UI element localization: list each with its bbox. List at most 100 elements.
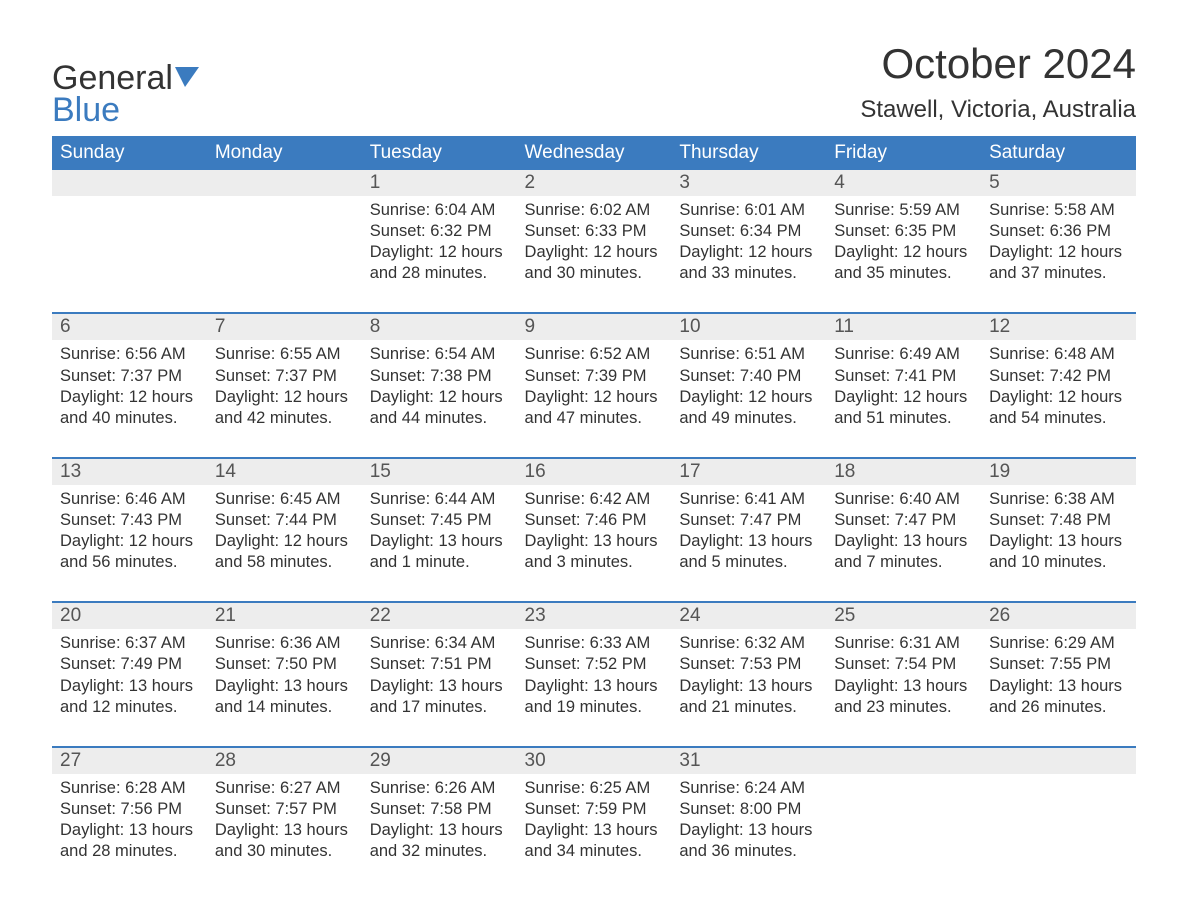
sunset-text: Sunset: 7:58 PM: [370, 799, 509, 820]
day-body: Sunrise: 6:45 AMSunset: 7:44 PMDaylight:…: [207, 485, 362, 573]
day-body: Sunrise: 6:34 AMSunset: 7:51 PMDaylight:…: [362, 629, 517, 717]
sunrise-text: Sunrise: 6:42 AM: [525, 489, 664, 510]
day-body: Sunrise: 6:46 AMSunset: 7:43 PMDaylight:…: [52, 485, 207, 573]
sunrise-text: Sunrise: 6:37 AM: [60, 633, 199, 654]
day-number: 25: [826, 603, 981, 629]
calendar-cell: 3Sunrise: 6:01 AMSunset: 6:34 PMDaylight…: [671, 170, 826, 313]
sunset-text: Sunset: 7:59 PM: [525, 799, 664, 820]
day-number: 9: [517, 314, 672, 340]
sunrise-text: Sunrise: 6:04 AM: [370, 200, 509, 221]
day-body: Sunrise: 6:54 AMSunset: 7:38 PMDaylight:…: [362, 340, 517, 428]
calendar-week-row: 1Sunrise: 6:04 AMSunset: 6:32 PMDaylight…: [52, 170, 1136, 313]
daylight-text: Daylight: 12 hours and 40 minutes.: [60, 387, 199, 429]
sunset-text: Sunset: 7:51 PM: [370, 654, 509, 675]
daylight-text: Daylight: 13 hours and 30 minutes.: [215, 820, 354, 862]
day-number: 29: [362, 748, 517, 774]
logo: General Blue: [52, 62, 203, 127]
day-number: 12: [981, 314, 1136, 340]
calendar-table: Sunday Monday Tuesday Wednesday Thursday…: [52, 136, 1136, 890]
daylight-text: Daylight: 13 hours and 23 minutes.: [834, 676, 973, 718]
daylight-text: Daylight: 12 hours and 56 minutes.: [60, 531, 199, 573]
day-number: 22: [362, 603, 517, 629]
sunrise-text: Sunrise: 6:56 AM: [60, 344, 199, 365]
sunrise-text: Sunrise: 6:38 AM: [989, 489, 1128, 510]
day-number: 21: [207, 603, 362, 629]
sunrise-text: Sunrise: 5:59 AM: [834, 200, 973, 221]
flag-icon: [175, 65, 203, 92]
sunrise-text: Sunrise: 6:31 AM: [834, 633, 973, 654]
day-body: [981, 774, 1136, 778]
daylight-text: Daylight: 12 hours and 54 minutes.: [989, 387, 1128, 429]
weekday-header: Saturday: [981, 136, 1136, 170]
day-body: Sunrise: 6:31 AMSunset: 7:54 PMDaylight:…: [826, 629, 981, 717]
sunrise-text: Sunrise: 6:45 AM: [215, 489, 354, 510]
day-number: 24: [671, 603, 826, 629]
day-number: 26: [981, 603, 1136, 629]
calendar-cell: 18Sunrise: 6:40 AMSunset: 7:47 PMDayligh…: [826, 458, 981, 602]
sunrise-text: Sunrise: 6:54 AM: [370, 344, 509, 365]
calendar-cell: 25Sunrise: 6:31 AMSunset: 7:54 PMDayligh…: [826, 602, 981, 746]
day-body: Sunrise: 6:42 AMSunset: 7:46 PMDaylight:…: [517, 485, 672, 573]
daylight-text: Daylight: 13 hours and 17 minutes.: [370, 676, 509, 718]
sunset-text: Sunset: 7:37 PM: [215, 366, 354, 387]
calendar-cell: 20Sunrise: 6:37 AMSunset: 7:49 PMDayligh…: [52, 602, 207, 746]
daylight-text: Daylight: 13 hours and 19 minutes.: [525, 676, 664, 718]
sunrise-text: Sunrise: 6:51 AM: [679, 344, 818, 365]
sunset-text: Sunset: 7:41 PM: [834, 366, 973, 387]
sunset-text: Sunset: 7:57 PM: [215, 799, 354, 820]
daylight-text: Daylight: 12 hours and 58 minutes.: [215, 531, 354, 573]
day-body: Sunrise: 6:44 AMSunset: 7:45 PMDaylight:…: [362, 485, 517, 573]
title-block: October 2024 Stawell, Victoria, Australi…: [860, 40, 1136, 132]
calendar-cell: [981, 747, 1136, 890]
sunset-text: Sunset: 7:48 PM: [989, 510, 1128, 531]
day-number: 8: [362, 314, 517, 340]
day-number: 19: [981, 459, 1136, 485]
sunset-text: Sunset: 7:45 PM: [370, 510, 509, 531]
daylight-text: Daylight: 13 hours and 21 minutes.: [679, 676, 818, 718]
weekday-header: Wednesday: [517, 136, 672, 170]
daylight-text: Daylight: 13 hours and 3 minutes.: [525, 531, 664, 573]
calendar-cell: 5Sunrise: 5:58 AMSunset: 6:36 PMDaylight…: [981, 170, 1136, 313]
day-body: Sunrise: 6:40 AMSunset: 7:47 PMDaylight:…: [826, 485, 981, 573]
calendar-week-row: 20Sunrise: 6:37 AMSunset: 7:49 PMDayligh…: [52, 602, 1136, 746]
logo-text-1: General: [52, 62, 173, 94]
daylight-text: Daylight: 12 hours and 49 minutes.: [679, 387, 818, 429]
daylight-text: Daylight: 12 hours and 30 minutes.: [525, 242, 664, 284]
sunset-text: Sunset: 7:54 PM: [834, 654, 973, 675]
calendar-cell: 29Sunrise: 6:26 AMSunset: 7:58 PMDayligh…: [362, 747, 517, 890]
month-title: October 2024: [860, 40, 1136, 88]
day-number: 10: [671, 314, 826, 340]
day-number: 11: [826, 314, 981, 340]
day-body: Sunrise: 6:38 AMSunset: 7:48 PMDaylight:…: [981, 485, 1136, 573]
day-number: [52, 170, 207, 196]
day-body: Sunrise: 6:24 AMSunset: 8:00 PMDaylight:…: [671, 774, 826, 862]
calendar-cell: 9Sunrise: 6:52 AMSunset: 7:39 PMDaylight…: [517, 313, 672, 457]
sunrise-text: Sunrise: 6:24 AM: [679, 778, 818, 799]
day-body: Sunrise: 6:55 AMSunset: 7:37 PMDaylight:…: [207, 340, 362, 428]
day-number: 15: [362, 459, 517, 485]
sunset-text: Sunset: 6:32 PM: [370, 221, 509, 242]
calendar-cell: 17Sunrise: 6:41 AMSunset: 7:47 PMDayligh…: [671, 458, 826, 602]
day-number: 27: [52, 748, 207, 774]
daylight-text: Daylight: 12 hours and 28 minutes.: [370, 242, 509, 284]
calendar-week-row: 6Sunrise: 6:56 AMSunset: 7:37 PMDaylight…: [52, 313, 1136, 457]
weekday-header: Thursday: [671, 136, 826, 170]
daylight-text: Daylight: 12 hours and 35 minutes.: [834, 242, 973, 284]
daylight-text: Daylight: 12 hours and 33 minutes.: [679, 242, 818, 284]
calendar-cell: 8Sunrise: 6:54 AMSunset: 7:38 PMDaylight…: [362, 313, 517, 457]
sunrise-text: Sunrise: 6:26 AM: [370, 778, 509, 799]
day-body: Sunrise: 6:02 AMSunset: 6:33 PMDaylight:…: [517, 196, 672, 284]
day-body: Sunrise: 6:04 AMSunset: 6:32 PMDaylight:…: [362, 196, 517, 284]
weekday-header: Friday: [826, 136, 981, 170]
daylight-text: Daylight: 13 hours and 36 minutes.: [679, 820, 818, 862]
calendar-cell: 26Sunrise: 6:29 AMSunset: 7:55 PMDayligh…: [981, 602, 1136, 746]
day-number: 30: [517, 748, 672, 774]
sunset-text: Sunset: 7:40 PM: [679, 366, 818, 387]
daylight-text: Daylight: 13 hours and 34 minutes.: [525, 820, 664, 862]
day-body: Sunrise: 5:59 AMSunset: 6:35 PMDaylight:…: [826, 196, 981, 284]
daylight-text: Daylight: 13 hours and 14 minutes.: [215, 676, 354, 718]
sunset-text: Sunset: 7:43 PM: [60, 510, 199, 531]
sunrise-text: Sunrise: 6:49 AM: [834, 344, 973, 365]
day-number: 1: [362, 170, 517, 196]
day-number: 23: [517, 603, 672, 629]
